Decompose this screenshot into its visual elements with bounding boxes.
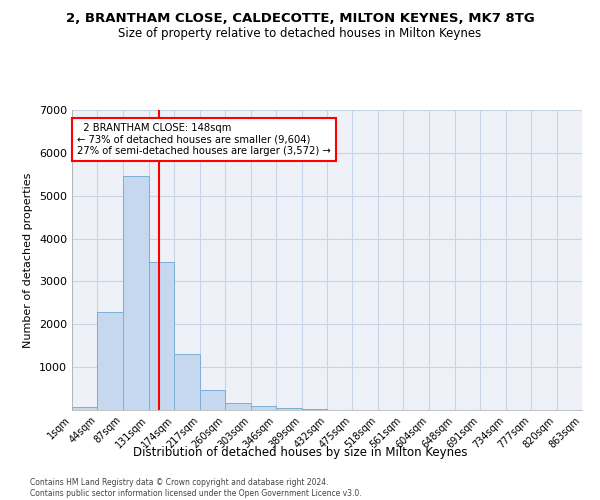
Bar: [149, 262, 175, 410]
Bar: [72, 407, 97, 410]
Bar: [302, 408, 327, 410]
Bar: [276, 408, 302, 410]
Bar: [200, 390, 225, 410]
Text: Size of property relative to detached houses in Milton Keynes: Size of property relative to detached ho…: [118, 28, 482, 40]
Text: Contains HM Land Registry data © Crown copyright and database right 2024.
Contai: Contains HM Land Registry data © Crown c…: [30, 478, 362, 498]
Y-axis label: Number of detached properties: Number of detached properties: [23, 172, 34, 348]
Bar: [225, 403, 251, 410]
Bar: [123, 176, 149, 410]
Text: 2 BRANTHAM CLOSE: 148sqm  
← 73% of detached houses are smaller (9,604)
27% of s: 2 BRANTHAM CLOSE: 148sqm ← 73% of detach…: [77, 123, 331, 156]
Bar: [175, 354, 200, 410]
Text: Distribution of detached houses by size in Milton Keynes: Distribution of detached houses by size …: [133, 446, 467, 459]
Text: 2, BRANTHAM CLOSE, CALDECOTTE, MILTON KEYNES, MK7 8TG: 2, BRANTHAM CLOSE, CALDECOTTE, MILTON KE…: [65, 12, 535, 26]
Bar: [97, 312, 123, 410]
Bar: [251, 406, 276, 410]
